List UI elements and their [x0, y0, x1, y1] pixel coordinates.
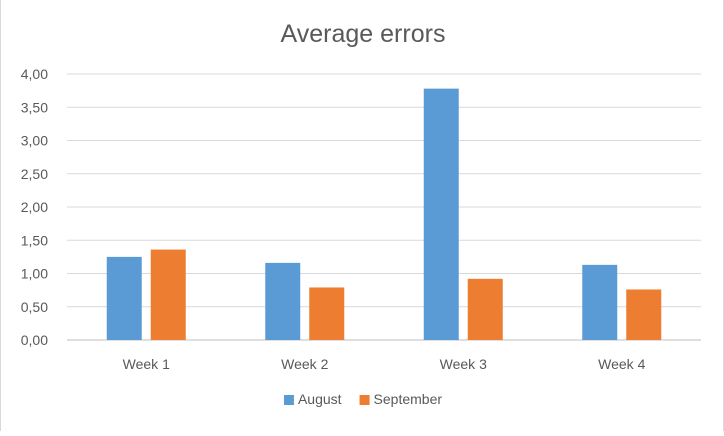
x-axis-tick-labels: Week 1 Week 2 Week 3 Week 4	[123, 356, 646, 372]
legend-swatch	[283, 395, 294, 405]
y-tick-label: 3,50	[21, 99, 48, 115]
legend-item-september: September	[359, 391, 443, 407]
x-tick-label: Week 2	[281, 356, 328, 372]
bar-august-week-4	[582, 264, 618, 340]
bar-august-week-1	[106, 256, 142, 340]
bar-september-week-1	[150, 249, 186, 340]
legend-item-august: August	[283, 391, 342, 407]
chart-title: Average errors	[281, 20, 446, 48]
x-tick-label: Week 4	[598, 356, 645, 372]
bars	[106, 88, 662, 340]
legend: August September	[283, 391, 443, 407]
legend-label: August	[298, 391, 342, 407]
y-tick-label: 1,00	[21, 266, 48, 282]
x-tick-label: Week 3	[440, 356, 487, 372]
y-tick-label: 3,00	[21, 133, 48, 149]
y-tick-label: 0,00	[21, 332, 48, 348]
y-tick-label: 1,50	[21, 232, 48, 248]
legend-swatch	[359, 395, 370, 405]
y-tick-label: 2,00	[21, 199, 48, 215]
bar-august-week-2	[265, 262, 301, 340]
bar-september-week-3	[467, 278, 503, 340]
y-tick-label: 4,00	[21, 66, 48, 82]
y-tick-label: 2,50	[21, 166, 48, 182]
bar-september-week-4	[626, 289, 662, 340]
bar-september-week-2	[309, 287, 345, 340]
legend-label: September	[374, 391, 443, 407]
x-tick-label: Week 1	[123, 356, 170, 372]
y-tick-label: 0,50	[21, 299, 48, 315]
y-axis-tick-labels: 0,00 0,50 1,00 1,50 2,00 2,50 3,00 3,50 4,00	[21, 66, 48, 348]
bar-august-week-3	[423, 88, 459, 340]
